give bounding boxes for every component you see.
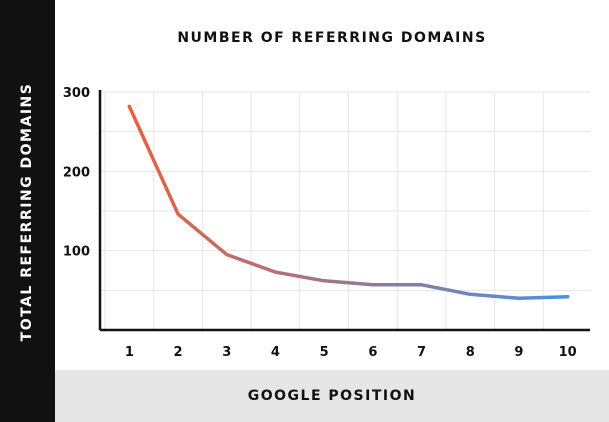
x-tick-label: 7: [417, 345, 426, 360]
axes: [98, 90, 590, 332]
x-tick-label: 5: [320, 345, 329, 360]
x-tick-label: 9: [514, 345, 523, 360]
x-tick-label: 3: [222, 345, 231, 360]
x-tick-label: 8: [466, 345, 475, 360]
y-tick-label: 100: [63, 245, 90, 260]
x-axis-band: [55, 370, 609, 422]
x-tick-label: 4: [271, 345, 280, 360]
y-axis-band: [0, 0, 55, 422]
x-tick-label: 1: [125, 345, 134, 360]
x-axis-label: GOOGLE POSITION: [247, 388, 417, 404]
x-tick-label: 10: [559, 345, 577, 360]
x-tick-label: 6: [368, 345, 377, 360]
grid-lines: [100, 91, 590, 330]
y-tick-label: 300: [63, 86, 90, 101]
tick-labels: 100 200 300 1 2 3 4 5 6 7 8 9 10: [63, 86, 577, 360]
chart-title: NUMBER OF REFERRING DOMAINS: [177, 30, 487, 46]
series-line: [127, 104, 570, 301]
x-tick-label: 2: [174, 345, 183, 360]
y-tick-label: 200: [63, 165, 90, 180]
